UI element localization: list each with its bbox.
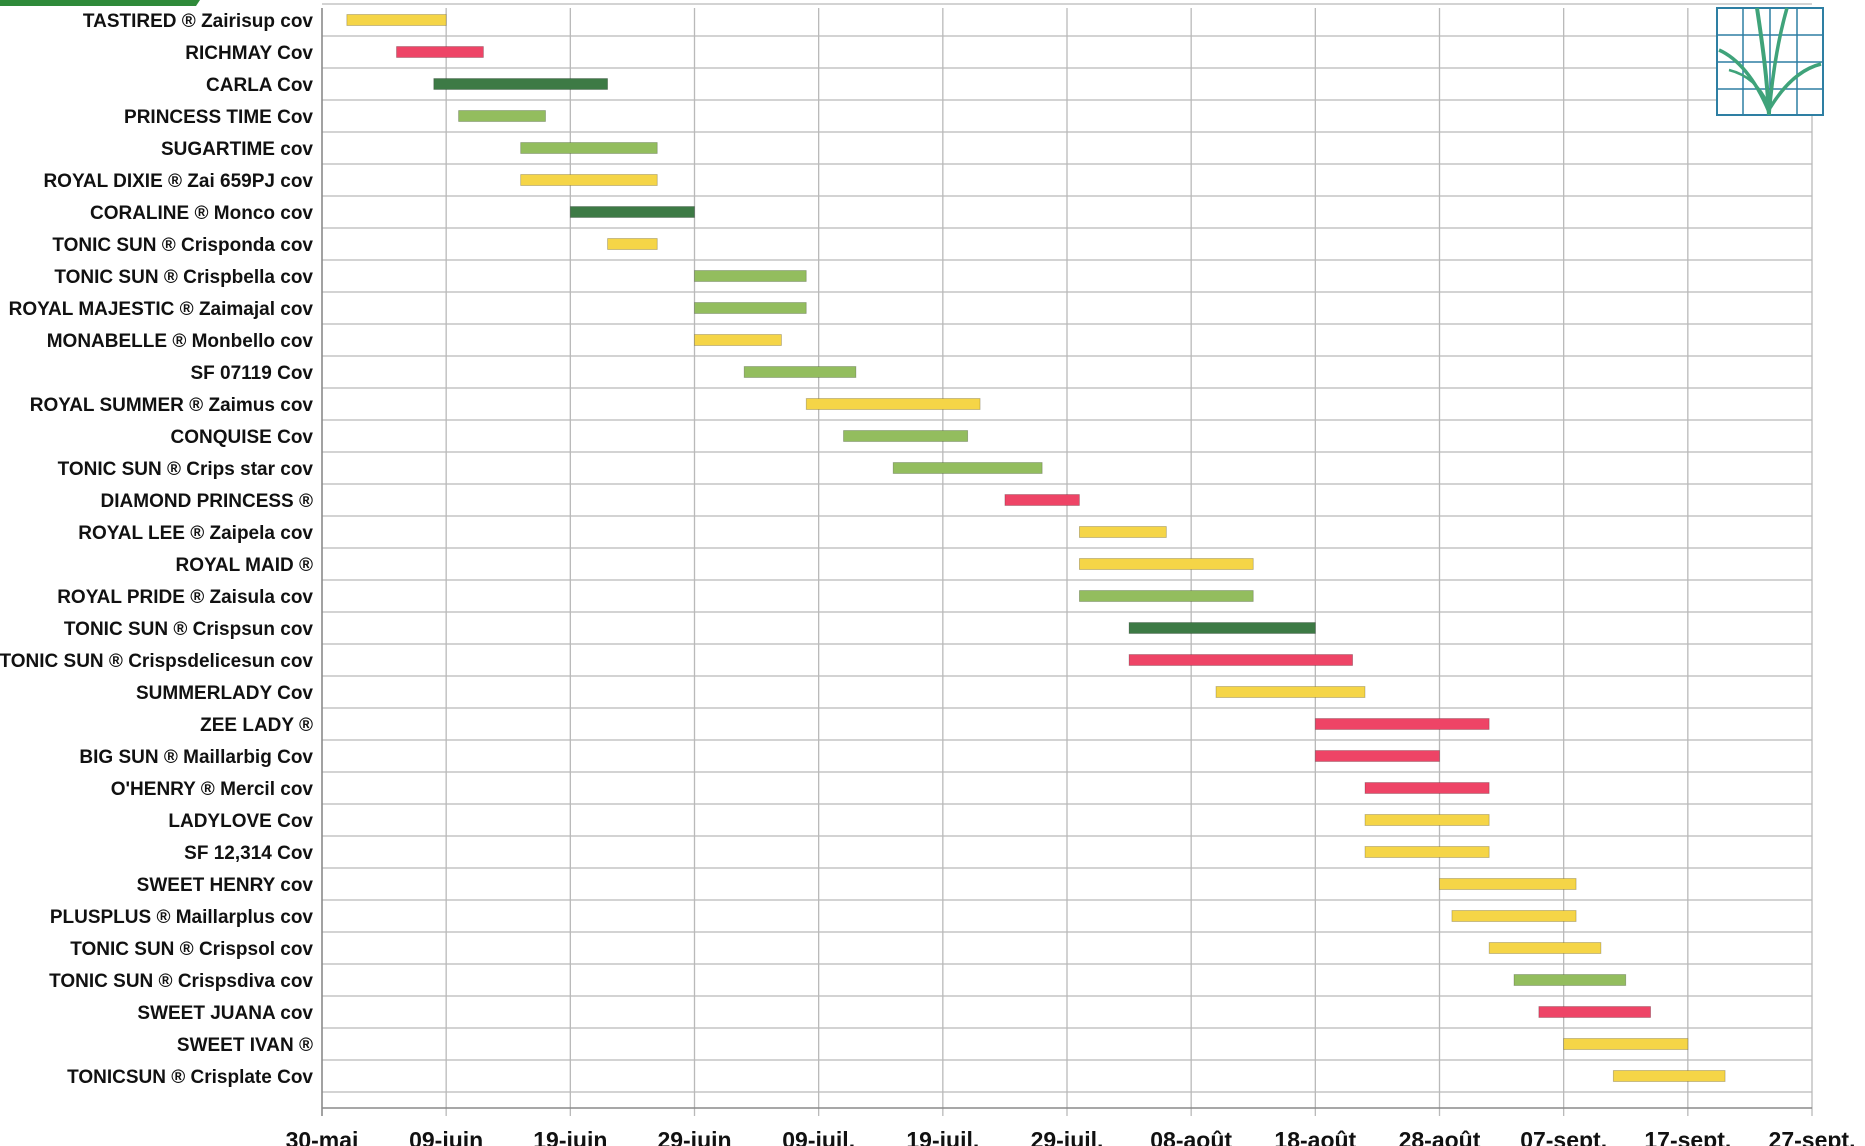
gantt-bar: [1612, 1070, 1726, 1082]
gantt-bar: [1079, 526, 1167, 538]
gantt-bar: [743, 366, 857, 378]
row-label: CONQUISE Cov: [170, 427, 313, 448]
x-tick-label: 09-juin: [409, 1127, 483, 1146]
row-label: TONIC SUN ® Crispsdelicesun cov: [0, 651, 313, 672]
gantt-bar: [1563, 1038, 1689, 1050]
plant-grid-logo-icon: [1716, 7, 1824, 116]
x-tick-label: 08-août: [1150, 1127, 1232, 1146]
row-label: ROYAL SUMMER ® Zaimus cov: [30, 395, 314, 416]
row-label: CARLA Cov: [206, 75, 313, 96]
row-label: ROYAL LEE ® Zaipela cov: [78, 523, 313, 544]
gantt-bar: [1079, 558, 1254, 570]
x-tick-label: 07-sept.: [1520, 1127, 1607, 1146]
gantt-bar: [694, 270, 807, 282]
x-tick-label: 29-juil.: [1031, 1127, 1104, 1146]
x-tick-label: 09-juil.: [782, 1127, 855, 1146]
row-label: PRINCESS TIME Cov: [124, 107, 313, 128]
row-label: ROYAL MAID ®: [175, 555, 313, 576]
gantt-bar: [1439, 878, 1577, 890]
gantt-bar: [1364, 814, 1490, 826]
gantt-bar: [694, 334, 782, 346]
gantt-bar: [607, 238, 658, 250]
row-label: TONIC SUN ® Crips star cov: [58, 459, 314, 480]
row-label: CORALINE ® Monco cov: [90, 203, 313, 224]
gantt-bar: [433, 78, 608, 90]
row-labels: TASTIRED ® Zairisup cov RICHMAY Cov CARLA …: [0, 11, 313, 1088]
gantt-bar: [1364, 782, 1490, 794]
row-label: ROYAL DIXIE ® Zai 659PJ cov: [43, 171, 313, 192]
gantt-bar: [569, 206, 695, 218]
row-label: SWEET HENRY cov: [137, 875, 314, 896]
x-tick-label: 18-août: [1274, 1127, 1356, 1146]
gantt-bar: [1314, 718, 1490, 730]
row-label: LADYLOVE Cov: [168, 811, 313, 832]
row-label: TONIC SUN ® Crispbella cov: [54, 267, 313, 288]
gantt-bar: [805, 398, 981, 410]
gantt-bar: [843, 430, 969, 442]
gantt-bar: [346, 14, 447, 26]
chart-bars: [346, 14, 1726, 1082]
gantt-bar: [1314, 750, 1440, 762]
x-tick-label: 27-sept.: [1769, 1127, 1856, 1146]
x-tick-label: 30-mai: [286, 1127, 359, 1146]
gantt-bar: [1451, 910, 1577, 922]
gantt-bar: [520, 142, 658, 154]
row-label: RICHMAY Cov: [185, 43, 313, 64]
row-label: ROYAL MAJESTIC ® Zaimajal cov: [9, 299, 314, 320]
row-label: MONABELLE ® Monbello cov: [47, 331, 314, 352]
gantt-bar: [1538, 1006, 1651, 1018]
gantt-bar: [892, 462, 1043, 474]
row-label: ROYAL PRIDE ® Zaisula cov: [57, 587, 313, 608]
row-label: SF 12,314 Cov: [184, 843, 313, 864]
x-tick-label: 17-sept.: [1644, 1127, 1731, 1146]
gantt-bar: [1364, 846, 1490, 858]
gantt-bar: [458, 110, 546, 122]
gantt-bar: [1004, 494, 1080, 506]
x-tick-label: 19-juil.: [906, 1127, 979, 1146]
row-label: PLUSPLUS ® Maillarplus cov: [50, 907, 314, 928]
row-label: SUGARTIME cov: [161, 139, 313, 160]
x-tick-label: 29-juin: [657, 1127, 731, 1146]
row-label: TONIC SUN ® Crispsun cov: [64, 619, 314, 640]
gantt-bar: [1079, 590, 1254, 602]
x-tick-label: 28-août: [1399, 1127, 1481, 1146]
row-label: DIAMOND PRINCESS ®: [101, 491, 313, 512]
row-label: SWEET JUANA cov: [137, 1003, 313, 1024]
x-axis-ticks: 30-mai 09-juin 19-juin 29-juin 09-juil. 19-ju…: [286, 1127, 1856, 1146]
row-label: SWEET IVAN ®: [177, 1035, 313, 1056]
row-label: O'HENRY ® Mercil cov: [111, 779, 314, 800]
gantt-bar: [694, 302, 807, 314]
row-label: TONIC SUN ® Crispsol cov: [70, 939, 313, 960]
row-label: SUMMERLADY Cov: [136, 683, 313, 704]
row-label: TONICSUN ® Crisplate Cov: [67, 1067, 313, 1088]
gantt-bar: [396, 46, 484, 58]
row-label: TONIC SUN ® Crisponda cov: [52, 235, 313, 256]
gantt-bar: [520, 174, 658, 186]
row-label: TONIC SUN ® Crispsdiva cov: [49, 971, 313, 992]
row-label: ZEE LADY ®: [200, 715, 313, 736]
gantt-bar: [1128, 622, 1316, 634]
row-label: TASTIRED ® Zairisup cov: [83, 11, 314, 32]
gantt-bar: [1513, 974, 1627, 986]
gantt-bar: [1488, 942, 1602, 954]
row-label: BIG SUN ® Maillarbig Cov: [79, 747, 313, 768]
x-tick-label: 19-juin: [533, 1127, 607, 1146]
row-label: SF 07119 Cov: [190, 363, 313, 384]
chart-grid: [321, 3, 1813, 1116]
gantt-bar: [1128, 654, 1353, 666]
gantt-bar: [1215, 686, 1366, 698]
header-fragment-icon: [0, 0, 200, 6]
